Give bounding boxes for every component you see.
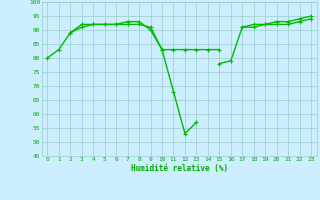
X-axis label: Humidité relative (%): Humidité relative (%) bbox=[131, 164, 228, 173]
